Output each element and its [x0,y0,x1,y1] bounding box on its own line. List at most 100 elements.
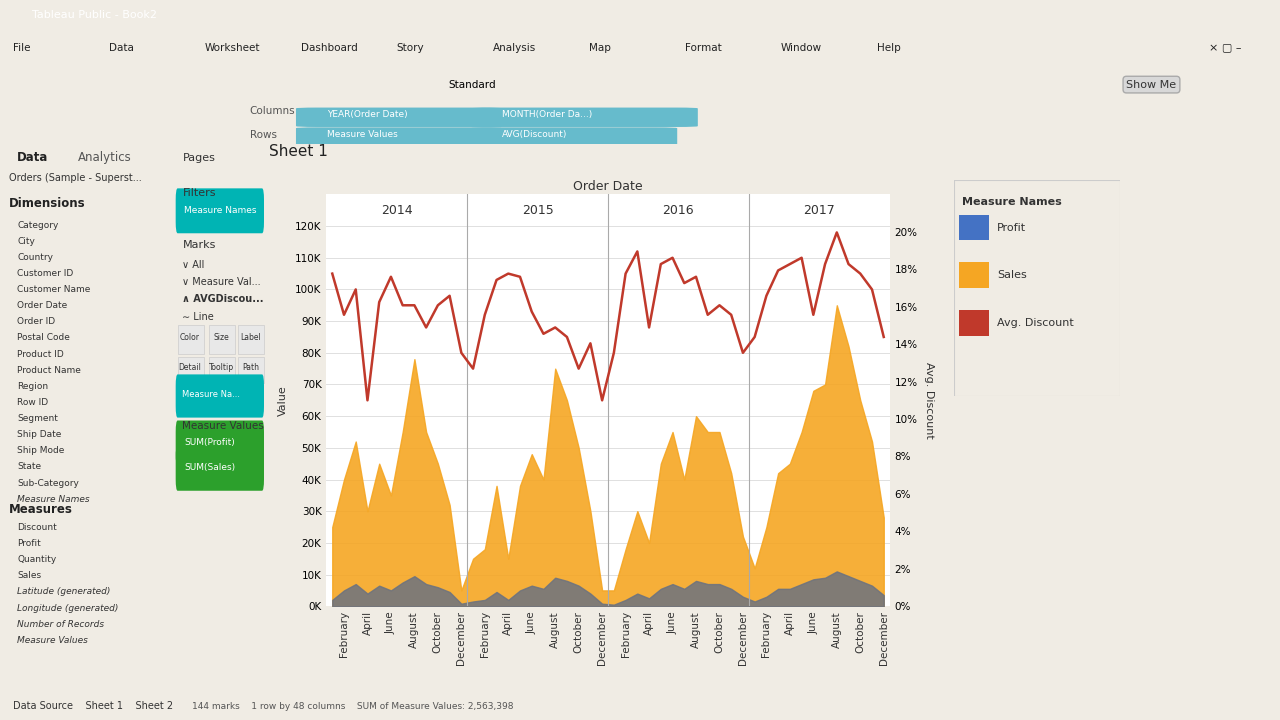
Text: Path: Path [242,364,259,372]
Text: Region: Region [18,382,49,391]
Text: Row ID: Row ID [18,398,49,407]
Text: ∼ Line: ∼ Line [183,312,214,322]
Text: Size: Size [214,333,229,342]
FancyBboxPatch shape [296,107,502,127]
Text: Customer ID: Customer ID [18,269,73,278]
Bar [238,325,264,354]
Text: Sheet 1: Sheet 1 [269,144,328,158]
Text: Segment: Segment [18,414,58,423]
Text: Pages: Pages [183,153,215,163]
Text: SUM(Sales): SUM(Sales) [184,463,236,472]
Text: Orders (Sample - Superst...: Orders (Sample - Superst... [9,174,141,184]
Text: Measure Values: Measure Values [326,130,398,139]
Text: Quantity: Quantity [18,555,56,564]
Text: Avg. Discount: Avg. Discount [997,318,1074,328]
Text: Product Name: Product Name [18,366,81,374]
Text: Measure Na...: Measure Na... [183,390,241,400]
Text: Number of Records: Number of Records [18,620,105,629]
Text: ∧ AVGDiscou...: ∧ AVGDiscou... [183,294,264,305]
Text: State: State [18,462,41,472]
Text: SUM(Profit): SUM(Profit) [184,438,236,446]
Text: Map: Map [589,42,611,53]
Text: Rows: Rows [250,130,276,140]
Text: Country: Country [18,253,54,262]
Text: Analysis: Analysis [493,42,536,53]
Text: ∨ All: ∨ All [183,260,205,270]
Text: YEAR(Order Date): YEAR(Order Date) [326,110,407,119]
FancyBboxPatch shape [175,446,264,491]
Text: Standard: Standard [448,80,495,89]
Text: Measure Names: Measure Names [18,495,90,504]
Text: MONTH(Order Da...): MONTH(Order Da...) [502,110,593,119]
Text: Order Date: Order Date [18,301,68,310]
Text: 2014: 2014 [381,204,412,217]
Text: Measure Names: Measure Names [963,197,1061,207]
Bar [210,357,236,383]
Text: Longitude (generated): Longitude (generated) [18,603,119,613]
Text: Discount: Discount [18,523,58,532]
Text: Order ID: Order ID [18,318,55,326]
Text: Data Source    Sheet 1    Sheet 2: Data Source Sheet 1 Sheet 2 [13,701,173,711]
Text: City: City [18,237,35,246]
Text: ∨ Measure Val...: ∨ Measure Val... [183,277,261,287]
Text: 144 marks    1 row by 48 columns    SUM of Measure Values: 2,563,398: 144 marks 1 row by 48 columns SUM of Mea… [192,702,513,711]
FancyBboxPatch shape [175,374,264,418]
Text: Columns: Columns [250,107,296,117]
Text: File: File [13,42,31,53]
Text: Category: Category [18,220,59,230]
Text: Detail: Detail [179,364,201,372]
Text: Format: Format [685,42,722,53]
Text: Window: Window [781,42,822,53]
Text: Analytics: Analytics [78,151,132,164]
FancyBboxPatch shape [175,189,264,233]
Text: Postal Code: Postal Code [18,333,70,343]
X-axis label: Order Date: Order Date [573,180,643,193]
Text: 2016: 2016 [663,204,694,217]
FancyBboxPatch shape [175,420,264,465]
Text: Sub-Category: Sub-Category [18,479,79,487]
Text: Dashboard: Dashboard [301,42,357,53]
Text: Worksheet: Worksheet [205,42,260,53]
Text: 2017: 2017 [804,204,835,217]
Text: Sales: Sales [997,270,1027,280]
Text: Measures: Measures [9,503,73,516]
Text: Filters: Filters [183,188,216,198]
FancyBboxPatch shape [296,127,502,147]
Text: Marks: Marks [183,240,216,250]
Text: Ship Date: Ship Date [18,430,61,439]
Text: Latitude (generated): Latitude (generated) [18,588,110,596]
Text: Measure Names: Measure Names [184,205,257,215]
Text: Profit: Profit [997,222,1027,233]
FancyBboxPatch shape [471,127,677,147]
Text: Label: Label [241,333,261,342]
Bar [959,262,988,288]
Text: Tooltip: Tooltip [209,364,234,372]
Bar [178,357,204,383]
Text: Tableau Public - Book2: Tableau Public - Book2 [32,10,157,20]
Text: Customer Name: Customer Name [18,285,91,294]
Text: Help: Help [877,42,901,53]
Text: Color: Color [180,333,200,342]
Text: Profit: Profit [18,539,41,548]
Text: Measure Values: Measure Values [18,636,88,645]
Text: Data: Data [109,42,133,53]
Text: Show Me: Show Me [1126,80,1176,89]
Y-axis label: Value: Value [278,385,288,415]
Bar [238,357,264,383]
Bar [210,325,236,354]
Text: 2015: 2015 [522,204,553,217]
Text: Measure Values: Measure Values [183,421,264,431]
Text: Story: Story [397,42,425,53]
Text: AVG(Discount): AVG(Discount) [502,130,567,139]
Text: Dimensions: Dimensions [9,197,86,210]
FancyBboxPatch shape [471,107,698,127]
Text: × ▢ –: × ▢ – [1210,42,1242,53]
Y-axis label: Avg. Discount: Avg. Discount [924,362,934,438]
Bar [959,310,988,336]
Text: Ship Mode: Ship Mode [18,446,65,455]
Text: Sales: Sales [18,571,41,580]
Text: Data: Data [18,151,49,164]
Bar [959,215,988,240]
Text: Product ID: Product ID [18,349,64,359]
Bar [178,325,204,354]
